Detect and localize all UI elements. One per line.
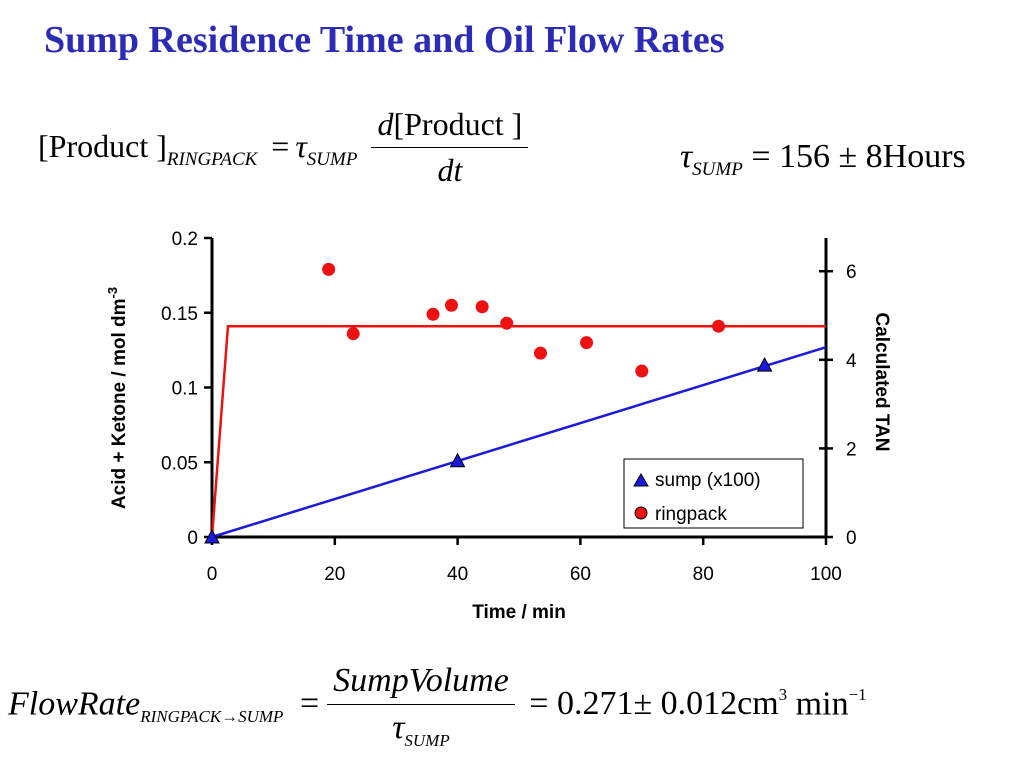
eq1-numerator-d: d: [377, 106, 394, 142]
eq3-lhs-subscript: RINGPACK→SUMP: [140, 707, 284, 727]
ringpack-point: [533, 346, 547, 360]
ringpack-point: [635, 364, 649, 378]
y2-tick-label: 2: [846, 439, 857, 460]
ringpack-point: [346, 327, 360, 341]
legend: sump (x100) ringpack: [623, 458, 804, 529]
y-axis-label-superscript: -3: [105, 287, 120, 299]
sump-x100-point: [449, 452, 466, 468]
y-tick-label: 0.2: [172, 229, 198, 250]
ringpack-point: [426, 307, 440, 321]
y2-tick-label: 4: [846, 351, 857, 372]
eq3-rhs-superscript-neg1: −1: [848, 685, 867, 705]
fit-line-sump-x100-: [211, 345, 827, 539]
y-axis-label: Acid + Ketone / mol dm-3: [105, 287, 130, 509]
eq3-denominator-subscript: SUMP: [404, 731, 450, 750]
y2-tick-label: 6: [846, 262, 857, 283]
data-points: [204, 262, 773, 544]
ringpack-point: [580, 336, 594, 350]
x-tick-label: 0: [207, 564, 218, 585]
flow-rate-equation: FlowRateRINGPACK→SUMP = SumpVolume τSUMP…: [8, 662, 867, 750]
x-tick-label: 60: [570, 564, 591, 585]
y-tick-label: 0.1: [172, 379, 198, 400]
y-tick-label: 0.15: [161, 304, 198, 325]
y2-tick-label: 0: [846, 528, 857, 549]
x-tick-label: 80: [693, 564, 714, 585]
eq1-equals: =: [271, 127, 290, 164]
x-tick-label: 20: [324, 564, 345, 585]
ringpack-point: [475, 300, 489, 314]
ringpack-point: [712, 319, 726, 333]
slide-title: Sump Residence Time and Oil Flow Rates: [44, 19, 725, 61]
y-tick-label: 0: [187, 528, 198, 549]
eq3-numerator: SumpVolume: [327, 662, 515, 705]
y-tick-label: 0.05: [161, 453, 198, 474]
sump-x100-point: [204, 528, 220, 544]
eq3-equals: =: [299, 685, 320, 723]
legend-triangle-marker: [633, 473, 649, 487]
ringpack-point: [444, 298, 458, 312]
x-axis-label: Time / min: [472, 602, 566, 623]
fit-line-ringpack: [210, 324, 826, 538]
x-tick-label: 40: [447, 564, 468, 585]
eq2-tau: τ: [680, 138, 693, 175]
y2-axis-label: Calculated TAN: [871, 312, 892, 451]
eq1-lhs-subscript: RINGPACK: [166, 148, 258, 170]
legend-box: [623, 458, 804, 529]
eq1-denominator: dt: [437, 152, 463, 188]
eq3-rhs-unit-min: min: [787, 685, 849, 723]
tau-sump-equation: τSUMP = 156 ± 8Hours: [680, 138, 966, 180]
eq3-lhs: FlowRate: [8, 685, 141, 723]
eq3-rhs: = 0.271± 0.012cm: [529, 685, 779, 723]
legend-label-sump: sump (x100): [655, 470, 761, 491]
y-axis-label-main: Acid + Ketone / mol dm: [109, 298, 130, 509]
eq1-tau: τ: [295, 127, 307, 164]
eq3-rhs-superscript-3: 3: [778, 685, 788, 705]
eq3-fraction: SumpVolume τSUMP: [327, 662, 515, 750]
eq1-numerator: [Product ]: [393, 106, 523, 142]
x-tick-label: 100: [810, 564, 842, 585]
ringpack-point: [500, 316, 514, 330]
eq1-fraction: d[Product ] dt: [371, 106, 529, 189]
axis-titles: Time / min Acid + Ketone / mol dm-3 Calc…: [105, 287, 892, 623]
sump-x100-point: [756, 357, 773, 372]
legend-circle-marker: [634, 506, 648, 520]
eq1-tau-subscript: SUMP: [306, 148, 358, 170]
ringpack-point: [322, 262, 336, 276]
eq2-tau-subscript: SUMP: [692, 159, 743, 180]
fit-lines: [210, 324, 827, 539]
eq1-lhs: [Product ]: [38, 127, 167, 164]
eq2-rhs: = 156 ± 8Hours: [751, 138, 966, 175]
eq3-denominator-tau: τ: [392, 709, 405, 746]
product-rate-equation: [Product ]RINGPACK = τSUMP d[Product ] dt: [38, 106, 529, 191]
legend-label-ringpack: ringpack: [655, 504, 727, 525]
